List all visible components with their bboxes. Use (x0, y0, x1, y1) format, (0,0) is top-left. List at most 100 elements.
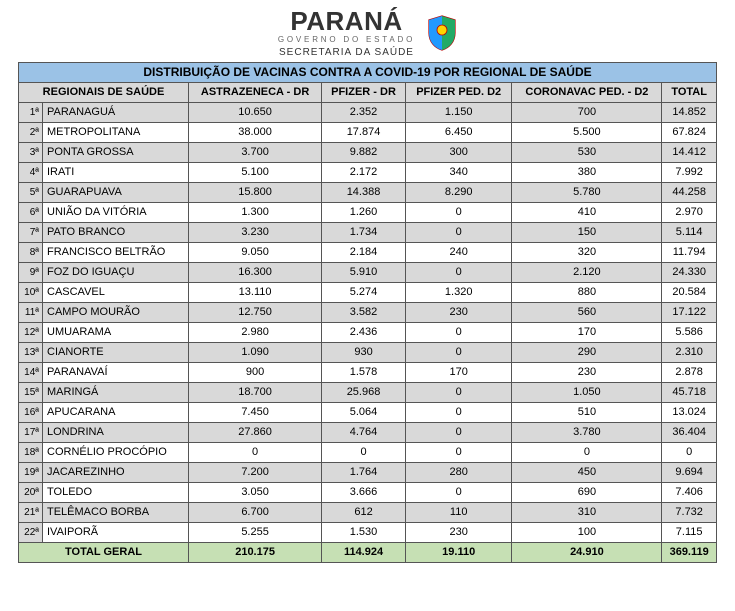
row-value: 0 (405, 343, 512, 363)
row-value: 880 (512, 283, 662, 303)
row-value: 0 (512, 443, 662, 463)
row-value: 690 (512, 483, 662, 503)
row-region: PARANAVAÍ (43, 363, 189, 383)
row-value: 290 (512, 343, 662, 363)
row-value: 700 (512, 103, 662, 123)
row-region: CASCAVEL (43, 283, 189, 303)
table-body: 1ªPARANAGUÁ10.6502.3521.15070014.8522ªME… (19, 103, 717, 543)
row-value: 5.100 (189, 163, 322, 183)
table-container: DISTRIBUIÇÃO DE VACINAS CONTRA A COVID-1… (0, 62, 735, 571)
table-row: 15ªMARINGÁ18.70025.96801.05045.718 (19, 383, 717, 403)
row-value: 24.330 (662, 263, 717, 283)
row-value: 45.718 (662, 383, 717, 403)
row-value: 20.584 (662, 283, 717, 303)
row-region: CAMPO MOURÃO (43, 303, 189, 323)
row-region: IVAIPORÃ (43, 523, 189, 543)
row-value: 5.255 (189, 523, 322, 543)
row-value: 150 (512, 223, 662, 243)
row-value: 2.120 (512, 263, 662, 283)
row-value: 0 (405, 483, 512, 503)
row-value: 0 (405, 223, 512, 243)
row-value: 3.230 (189, 223, 322, 243)
col-header-pfizer-ped: PFIZER PED. D2 (405, 83, 512, 103)
row-value: 0 (405, 323, 512, 343)
row-region: JACAREZINHO (43, 463, 189, 483)
row-value: 110 (405, 503, 512, 523)
row-value: 280 (405, 463, 512, 483)
row-index: 2ª (19, 123, 43, 143)
row-value: 17.122 (662, 303, 717, 323)
table-row: 10ªCASCAVEL13.1105.2741.32088020.584 (19, 283, 717, 303)
row-value: 170 (512, 323, 662, 343)
col-header-coronavac: CORONAVAC PED. - D2 (512, 83, 662, 103)
row-value: 7.406 (662, 483, 717, 503)
row-value: 0 (322, 443, 406, 463)
row-value: 5.064 (322, 403, 406, 423)
row-value: 170 (405, 363, 512, 383)
row-value: 0 (405, 203, 512, 223)
row-value: 1.260 (322, 203, 406, 223)
row-index: 5ª (19, 183, 43, 203)
row-region: TOLEDO (43, 483, 189, 503)
brand-main: PARANÁ (278, 8, 415, 34)
row-value: 44.258 (662, 183, 717, 203)
row-index: 10ª (19, 283, 43, 303)
row-region: PARANAGUÁ (43, 103, 189, 123)
row-index: 15ª (19, 383, 43, 403)
row-value: 2.980 (189, 323, 322, 343)
row-index: 21ª (19, 503, 43, 523)
row-value: 2.970 (662, 203, 717, 223)
state-shield-icon (427, 15, 457, 51)
col-header-total: TOTAL (662, 83, 717, 103)
col-header-pfizer: PFIZER - DR (322, 83, 406, 103)
table-row: 7ªPATO BRANCO3.2301.73401505.114 (19, 223, 717, 243)
table-row: 19ªJACAREZINHO7.2001.7642804509.694 (19, 463, 717, 483)
brand-block: PARANÁ GOVERNO DO ESTADO SECRETARIA DA S… (278, 8, 415, 58)
total-coronavac: 24.910 (512, 543, 662, 563)
row-value: 560 (512, 303, 662, 323)
table-title: DISTRIBUIÇÃO DE VACINAS CONTRA A COVID-1… (19, 63, 717, 83)
row-value: 1.050 (512, 383, 662, 403)
col-header-astrazeneca: ASTRAZENECA - DR (189, 83, 322, 103)
row-value: 14.412 (662, 143, 717, 163)
row-value: 1.320 (405, 283, 512, 303)
row-region: LONDRINA (43, 423, 189, 443)
brand-sub: GOVERNO DO ESTADO (278, 36, 415, 44)
row-value: 0 (189, 443, 322, 463)
row-value: 17.874 (322, 123, 406, 143)
row-index: 13ª (19, 343, 43, 363)
page-header: PARANÁ GOVERNO DO ESTADO SECRETARIA DA S… (0, 0, 735, 62)
row-value: 930 (322, 343, 406, 363)
row-value: 612 (322, 503, 406, 523)
row-value: 510 (512, 403, 662, 423)
row-index: 9ª (19, 263, 43, 283)
row-value: 7.732 (662, 503, 717, 523)
row-value: 2.878 (662, 363, 717, 383)
row-value: 410 (512, 203, 662, 223)
row-region: FOZ DO IGUAÇU (43, 263, 189, 283)
row-value: 320 (512, 243, 662, 263)
table-row: 1ªPARANAGUÁ10.6502.3521.15070014.852 (19, 103, 717, 123)
row-value: 1.578 (322, 363, 406, 383)
total-pfizer-ped: 19.110 (405, 543, 512, 563)
row-value: 2.310 (662, 343, 717, 363)
table-row: 8ªFRANCISCO BELTRÃO9.0502.18424032011.79… (19, 243, 717, 263)
row-index: 22ª (19, 523, 43, 543)
row-value: 3.050 (189, 483, 322, 503)
row-index: 6ª (19, 203, 43, 223)
total-total: 369.119 (662, 543, 717, 563)
row-value: 380 (512, 163, 662, 183)
row-value: 300 (405, 143, 512, 163)
row-region: METROPOLITANA (43, 123, 189, 143)
row-value: 1.530 (322, 523, 406, 543)
total-pfizer: 114.924 (322, 543, 406, 563)
row-value: 530 (512, 143, 662, 163)
table-total-row: TOTAL GERAL 210.175 114.924 19.110 24.91… (19, 543, 717, 563)
table-row: 11ªCAMPO MOURÃO12.7503.58223056017.122 (19, 303, 717, 323)
row-value: 5.500 (512, 123, 662, 143)
brand-sec: SECRETARIA DA SAÚDE (278, 48, 415, 58)
row-value: 5.780 (512, 183, 662, 203)
row-value: 1.764 (322, 463, 406, 483)
total-astrazeneca: 210.175 (189, 543, 322, 563)
table-row: 18ªCORNÉLIO PROCÓPIO00000 (19, 443, 717, 463)
